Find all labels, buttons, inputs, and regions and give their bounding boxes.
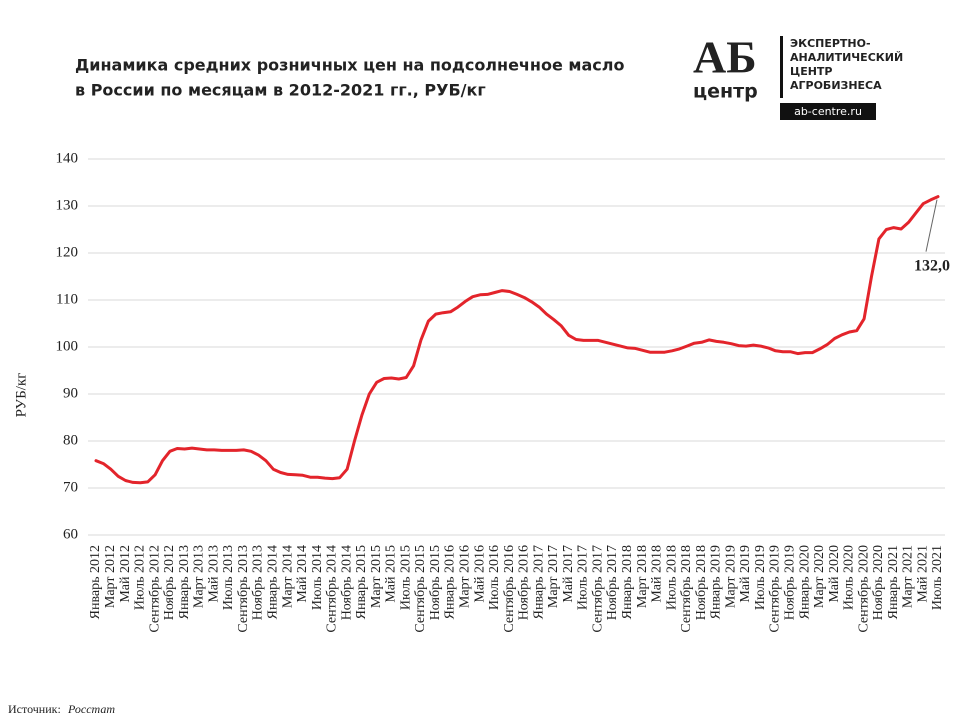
x-tick-label: Март 2017	[546, 545, 561, 608]
x-tick-label: Март 2018	[635, 545, 650, 608]
source: Росстат	[67, 702, 115, 716]
x-tick-label: Июль 2014	[310, 545, 325, 610]
x-tick-label: Ноябрь 2019	[782, 545, 797, 620]
x-tick-label: Июль 2012	[133, 545, 148, 610]
logo-line: АГРОБИЗНЕСА	[790, 79, 882, 92]
x-tick-label: Май 2014	[295, 545, 310, 603]
x-tick-label: Ноябрь 2016	[517, 545, 532, 620]
title-line: Динамика средних розничных цен на подсол…	[75, 56, 624, 75]
y-tick-label: 100	[56, 338, 79, 354]
logo-site: ab-centre.ru	[794, 105, 862, 118]
x-tick-label: Ноябрь 2014	[339, 545, 354, 620]
x-tick-label: Сентябрь 2015	[413, 545, 428, 633]
logo-divider	[780, 36, 783, 98]
logo: АБ центр ЭКСПЕРТНО- АНАЛИТИЧЕСКИЙ ЦЕНТР …	[693, 32, 903, 120]
x-tick-label: Март 2013	[192, 545, 207, 608]
x-tick-label: Июль 2019	[753, 545, 768, 610]
x-tick-label: Ноябрь 2012	[162, 545, 177, 620]
x-tick-label: Март 2015	[369, 545, 384, 608]
logo-line: ЦЕНТР	[790, 65, 833, 78]
x-tick-label: Январь 2021	[886, 545, 901, 619]
x-tick-label: Май 2016	[472, 545, 487, 603]
logo-line: ЭКСПЕРТНО-	[790, 37, 871, 50]
logo-line: АНАЛИТИЧЕСКИЙ	[790, 51, 903, 64]
logo-site-bg	[780, 103, 876, 120]
y-tick-label: 60	[63, 526, 78, 542]
x-tick-label: Июль 2016	[487, 545, 502, 610]
x-tick-label: Май 2013	[206, 545, 221, 603]
x-tick-label: Ноябрь 2018	[694, 545, 709, 620]
x-tick-label: Июль 2018	[664, 545, 679, 610]
x-tick-label: Май 2015	[384, 545, 399, 603]
x-tick-label: Сентябрь 2018	[679, 545, 694, 633]
x-tick-label: Январь 2014	[265, 545, 280, 619]
annotation-leader	[925, 199, 938, 252]
x-tick-label: Январь 2019	[709, 545, 724, 619]
y-tick-label: 80	[63, 432, 78, 448]
x-tick-label: Май 2020	[827, 545, 842, 603]
x-tick-label: Март 2020	[812, 545, 827, 608]
title-line: в России по месяцам в 2012-2021 гг., РУБ…	[75, 81, 486, 100]
y-tick-label: 90	[63, 385, 78, 401]
y-tick-label: 110	[56, 291, 78, 307]
x-tick-label: Май 2012	[118, 545, 133, 603]
x-tick-label: Январь 2013	[177, 545, 192, 619]
x-tick-label: Январь 2018	[620, 545, 635, 619]
x-tick-label: Январь 2016	[443, 545, 458, 619]
x-tick-label: Март 2021	[901, 545, 916, 608]
x-tick-label: Январь 2020	[797, 545, 812, 619]
logo-mark: АБ	[693, 32, 757, 83]
x-tick-label: Май 2017	[561, 545, 576, 603]
x-tick-label: Январь 2017	[531, 545, 546, 619]
x-tick-label: Сентябрь 2017	[590, 545, 605, 633]
x-tick-label: Май 2018	[650, 545, 665, 603]
y-tick-label: 140	[56, 150, 79, 166]
y-tick-label: 130	[56, 197, 79, 213]
x-tick-label: Ноябрь 2015	[428, 545, 443, 620]
x-tick-label: Июль 2015	[398, 545, 413, 610]
x-tick-label: Июль 2017	[576, 545, 591, 610]
y-tick-label: 120	[56, 244, 79, 260]
y-tick-label: 70	[63, 479, 78, 495]
x-tick-label: Ноябрь 2017	[605, 545, 620, 620]
data-line	[94, 195, 940, 485]
y-axis-label: РУБ/кг	[13, 373, 29, 418]
x-tick-label: Сентябрь 2013	[236, 545, 251, 633]
x-tick-label: Ноябрь 2013	[251, 545, 266, 620]
x-tick-label: Май 2019	[738, 545, 753, 603]
x-tick-label: Июль 2021	[930, 545, 945, 610]
logo-word: центр	[693, 81, 758, 103]
x-tick-label: Июль 2020	[842, 545, 857, 610]
x-tick-label: Март 2014	[280, 545, 295, 608]
x-tick-label: Январь 2015	[354, 545, 369, 619]
x-tick-label: Сентябрь 2019	[768, 545, 783, 633]
x-tick-label: Январь 2012	[88, 545, 103, 619]
x-tick-label: Сентябрь 2014	[325, 545, 340, 633]
x-tick-label: Май 2021	[915, 545, 930, 603]
x-tick-label: Март 2012	[103, 545, 118, 608]
x-tick-label: Сентябрь 2012	[147, 545, 162, 633]
source-label: Источник:	[8, 702, 61, 716]
x-tick-label: Ноябрь 2020	[871, 545, 886, 620]
x-tick-label: Июль 2013	[221, 545, 236, 610]
x-tick-label: Март 2016	[458, 545, 473, 608]
x-tick-label: Сентябрь 2016	[502, 545, 517, 633]
x-tick-label: Сентябрь 2020	[856, 545, 871, 633]
annotation: 132,0	[914, 257, 950, 274]
x-tick-label: Март 2019	[723, 545, 738, 608]
